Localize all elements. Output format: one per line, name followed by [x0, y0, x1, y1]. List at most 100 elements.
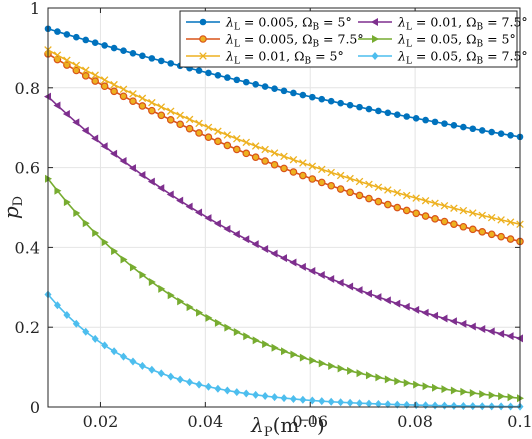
series-point: [91, 334, 99, 343]
series-point: [299, 395, 307, 404]
series-point-stroke: [336, 171, 345, 180]
series-point: [72, 118, 80, 127]
series-point: [289, 168, 298, 176]
series-point: [487, 213, 496, 222]
series-point: [327, 397, 335, 406]
series-point: [157, 103, 166, 111]
series-point: [403, 113, 411, 120]
series-point: [101, 341, 109, 350]
series-point: [365, 194, 373, 203]
series-point: [497, 402, 505, 411]
series-point: [166, 107, 175, 115]
legend-lambda-subscript: L: [234, 23, 240, 33]
series-point-stroke: [199, 52, 207, 60]
series-point: [53, 101, 61, 110]
series-point: [224, 323, 232, 332]
series-point: [374, 399, 382, 408]
legend-omega-value: = 7.5°: [483, 15, 528, 30]
series-point: [478, 127, 486, 134]
series-point: [337, 99, 344, 107]
series-point: [355, 191, 364, 200]
series-point: [299, 171, 307, 180]
series-point-stroke: [63, 56, 71, 65]
legend-omega: Ω: [466, 49, 476, 64]
series-point: [223, 224, 231, 233]
series-point: [167, 291, 175, 300]
series-point: [261, 157, 269, 165]
series-point: [372, 35, 379, 43]
series-point: [129, 357, 137, 366]
series-point: [157, 369, 165, 378]
series-point: [365, 371, 373, 380]
x-tick-label: 0.08: [397, 412, 433, 431]
series-point: [298, 262, 306, 271]
series-point: [120, 255, 128, 264]
series-point: [196, 308, 204, 317]
series-point: [63, 31, 71, 38]
series-point: [299, 91, 307, 99]
legend-lambda: λ: [225, 32, 234, 47]
series-point: [488, 402, 496, 411]
series-point: [487, 230, 496, 239]
series-point: [469, 125, 477, 133]
series-point: [251, 142, 260, 150]
series-point: [317, 178, 326, 187]
series-point: [393, 299, 401, 308]
series-point: [195, 129, 203, 137]
series-point: [289, 155, 298, 164]
series-point: [120, 47, 127, 54]
series-point: [384, 375, 392, 384]
y-axis-label: pD: [0, 196, 26, 219]
series-point: [384, 200, 392, 209]
series-point: [119, 156, 127, 165]
series-point: [318, 397, 326, 406]
y-tick-label: 0.2: [15, 318, 40, 337]
series-point: [233, 328, 241, 337]
series-point: [81, 72, 90, 80]
series-point: [431, 215, 439, 223]
series-point: [347, 366, 355, 375]
series-point: [328, 362, 336, 371]
series-point-stroke: [497, 216, 505, 224]
series-point: [120, 352, 128, 361]
series-point: [327, 97, 335, 105]
series-point: [356, 369, 364, 378]
legend-lambda-subscript: L: [234, 40, 240, 50]
series-point: [402, 191, 411, 200]
series-point: [394, 377, 402, 386]
series-6: [44, 290, 524, 411]
series-point: [270, 149, 279, 157]
series-point: [478, 324, 486, 333]
series-point: [346, 174, 354, 183]
series-point: [73, 33, 80, 41]
series-point: [214, 384, 222, 393]
series-point-stroke: [365, 180, 373, 189]
series-point: [157, 111, 166, 120]
legend-lambda-subscript: L: [406, 40, 412, 50]
series-point-stroke: [393, 189, 402, 197]
series-point: [63, 56, 71, 65]
series-point: [468, 322, 476, 331]
series-point: [450, 122, 458, 129]
series-point: [100, 82, 109, 91]
series-point: [138, 102, 147, 110]
series-point: [281, 347, 288, 356]
series-point: [459, 319, 467, 328]
series-3: [44, 46, 524, 229]
series-point: [261, 83, 269, 90]
series-point-stroke: [421, 196, 430, 205]
y-label-subscript: D: [11, 196, 26, 206]
series-point-stroke: [166, 107, 175, 115]
series-point: [148, 365, 156, 374]
series-point: [441, 385, 449, 394]
series-point-stroke: [450, 204, 458, 212]
series-point-stroke: [384, 186, 392, 194]
axes-box: [47, 7, 521, 408]
series-point: [252, 81, 259, 88]
series-point: [195, 119, 203, 128]
legend-lambda: λ: [397, 32, 406, 47]
series-point: [167, 60, 175, 67]
series-point: [450, 220, 458, 228]
series-point: [299, 159, 307, 167]
series-point: [53, 55, 62, 64]
